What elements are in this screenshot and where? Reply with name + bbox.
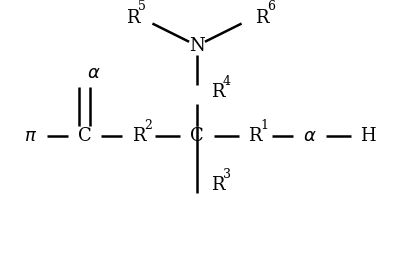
Text: R: R [211, 176, 225, 194]
Text: H: H [360, 127, 375, 145]
Text: N: N [189, 37, 205, 55]
Text: C: C [190, 127, 204, 145]
Text: $\alpha$: $\alpha$ [87, 64, 101, 82]
Text: $\alpha$: $\alpha$ [303, 127, 316, 145]
Text: C: C [78, 127, 91, 145]
Text: $\pi$: $\pi$ [24, 127, 37, 145]
Text: 1: 1 [261, 119, 269, 132]
Text: R: R [126, 9, 139, 27]
Text: 4: 4 [223, 75, 231, 88]
Text: R: R [248, 127, 262, 145]
Text: R: R [255, 9, 268, 27]
Text: 3: 3 [223, 168, 231, 181]
Text: R: R [211, 83, 225, 101]
Text: 5: 5 [138, 0, 145, 13]
Text: 6: 6 [266, 0, 275, 13]
Text: R: R [132, 127, 145, 145]
Text: 2: 2 [144, 119, 152, 132]
